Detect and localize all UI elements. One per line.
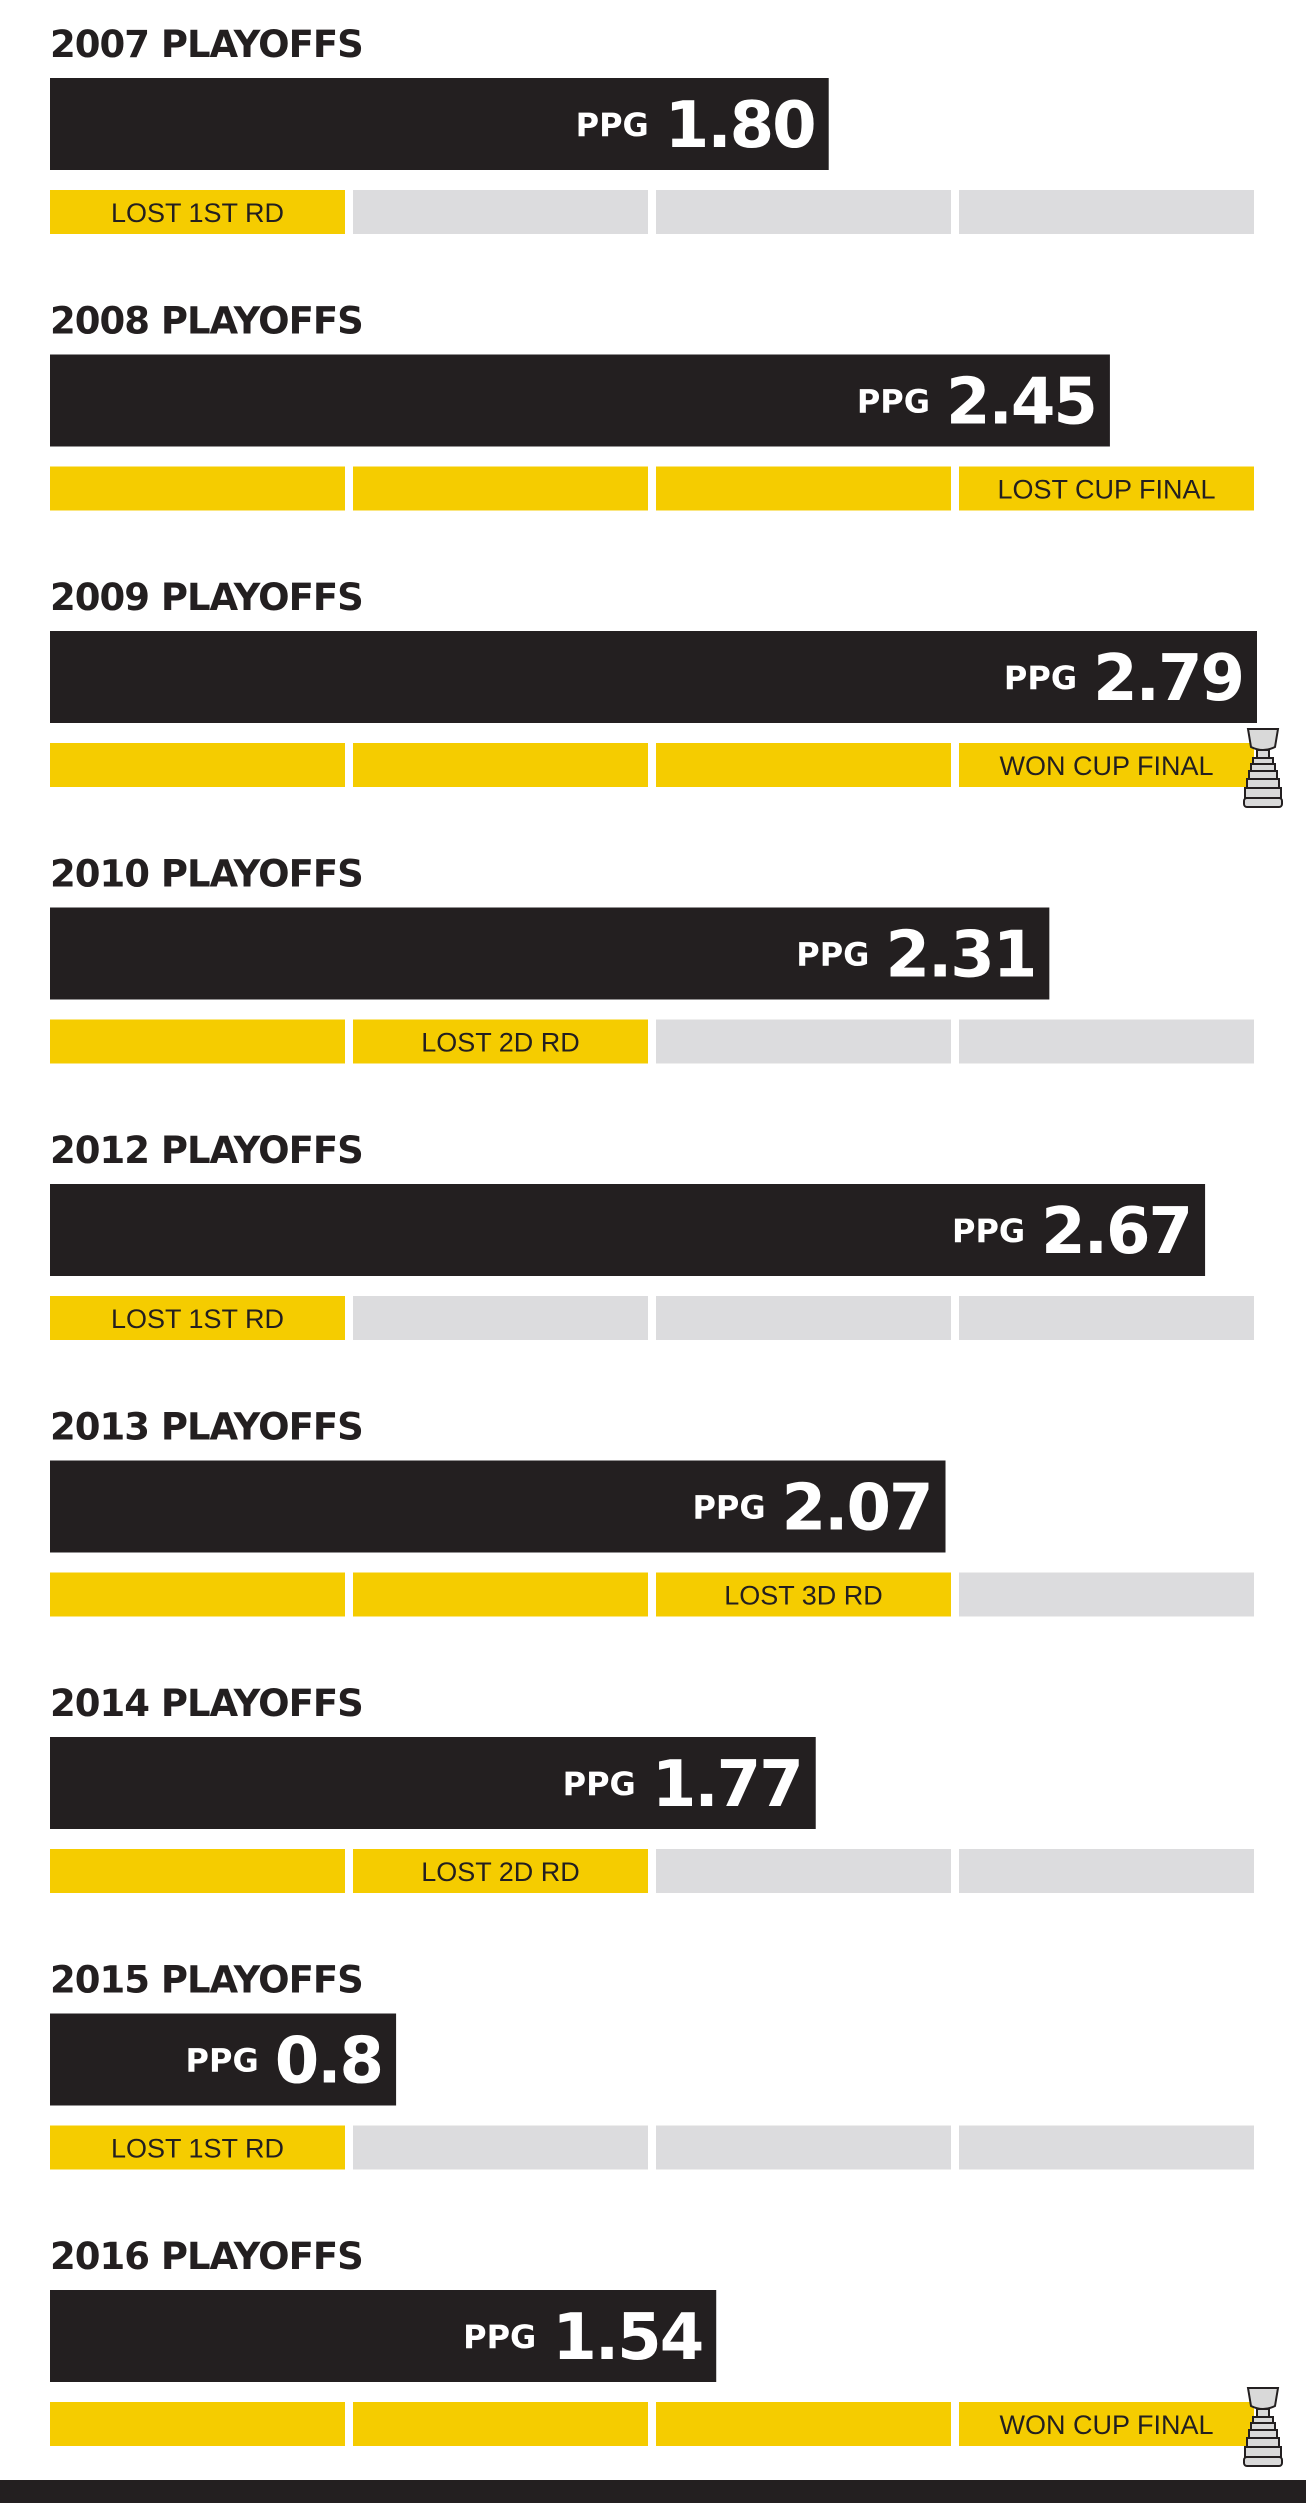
footer-bar	[0, 2480, 1306, 2503]
result-label: LOST 3D RD	[724, 1581, 883, 1611]
ppg-value-label: 2.07	[782, 1472, 932, 1546]
result-label: LOST 1ST RD	[111, 2134, 284, 2164]
season-title: 2010 PLAYOFFS	[50, 853, 363, 896]
season-row: 2013 PLAYOFFS 2.07 PPG LOST 3D RD	[50, 1406, 1254, 1617]
round-segment	[656, 1849, 951, 1893]
round-segment	[50, 1296, 345, 1340]
trophy-icon	[1243, 728, 1283, 808]
result-label: WON CUP FINAL	[999, 2410, 1213, 2440]
season-row: 2016 PLAYOFFS 1.54 PPG WON CUP FINAL	[50, 2235, 1283, 2467]
round-segment	[353, 1296, 648, 1340]
result-label: LOST 2D RD	[421, 1028, 580, 1058]
result-label: LOST CUP FINAL	[997, 475, 1215, 505]
round-segment	[656, 1296, 951, 1340]
ppg-prefix-label: PPG	[186, 2042, 259, 2080]
result-label: WON CUP FINAL	[999, 751, 1213, 781]
round-segment	[656, 2402, 951, 2446]
ppg-bar	[50, 354, 1110, 447]
round-segment	[959, 1849, 1254, 1893]
ppg-value-label: 1.77	[652, 1748, 802, 1822]
round-segment	[50, 466, 345, 511]
round-segment	[959, 466, 1254, 511]
round-segment	[353, 190, 648, 234]
round-segment	[959, 190, 1254, 234]
round-segment	[656, 1572, 951, 1617]
season-row: 2008 PLAYOFFS 2.45 PPG LOST CUP FINAL	[50, 300, 1254, 511]
round-segment	[353, 466, 648, 511]
round-segment	[656, 2125, 951, 2170]
round-segment	[353, 1572, 648, 1617]
round-segment	[50, 743, 345, 787]
ppg-bar	[50, 631, 1257, 723]
ppg-value-label: 2.31	[885, 919, 1035, 993]
round-segment	[50, 1849, 345, 1893]
season-title: 2007 PLAYOFFS	[50, 23, 363, 66]
ppg-value-label: 2.67	[1041, 1195, 1191, 1269]
season-row: 2010 PLAYOFFS 2.31 PPG LOST 2D RD	[50, 853, 1254, 1064]
ppg-prefix-label: PPG	[952, 1212, 1025, 1250]
season-row: 2015 PLAYOFFS 0.8 PPG LOST 1ST RD	[50, 1959, 1254, 2170]
round-segment	[50, 2402, 345, 2446]
ppg-value-label: 2.79	[1093, 642, 1243, 716]
round-segment	[656, 466, 951, 511]
ppg-value-label: 1.54	[552, 2301, 702, 2375]
ppg-prefix-label: PPG	[692, 1489, 765, 1527]
round-segment	[656, 1019, 951, 1064]
trophy-icon	[1243, 2387, 1283, 2467]
round-segment	[959, 743, 1254, 787]
round-segment	[959, 2402, 1254, 2446]
round-segment	[50, 2125, 345, 2170]
season-title: 2016 PLAYOFFS	[50, 2235, 363, 2278]
season-row: 2009 PLAYOFFS 2.79 PPG WON CUP FINAL	[50, 576, 1283, 808]
ppg-bar	[50, 2013, 397, 2106]
round-segment	[50, 1572, 345, 1617]
season-title: 2012 PLAYOFFS	[50, 1129, 363, 1172]
season-title: 2013 PLAYOFFS	[50, 1406, 363, 1449]
result-label: LOST 1ST RD	[111, 1304, 284, 1334]
ppg-value-label: 2.45	[946, 366, 1096, 440]
round-segment	[959, 1572, 1254, 1617]
result-label: LOST 1ST RD	[111, 198, 284, 228]
ppg-bar	[50, 78, 829, 170]
round-segment	[959, 2125, 1254, 2170]
ppg-value-label: 0.8	[275, 2025, 382, 2099]
ppg-value-label: 1.80	[665, 89, 815, 163]
ppg-prefix-label: PPG	[796, 936, 869, 974]
round-segment	[959, 1296, 1254, 1340]
ppg-prefix-label: PPG	[1004, 659, 1077, 697]
round-segment	[353, 2402, 648, 2446]
result-label: LOST 2D RD	[421, 1857, 580, 1887]
round-segment	[353, 1019, 648, 1064]
season-title: 2008 PLAYOFFS	[50, 300, 363, 343]
round-segment	[656, 190, 951, 234]
round-segment	[353, 1849, 648, 1893]
round-segment	[50, 190, 345, 234]
round-segment	[656, 743, 951, 787]
season-row: 2007 PLAYOFFS 1.80 PPG LOST 1ST RD	[50, 23, 1254, 234]
round-segment	[353, 2125, 648, 2170]
season-row: 2014 PLAYOFFS 1.77 PPG LOST 2D RD	[50, 1682, 1254, 1893]
ppg-bar	[50, 1184, 1206, 1276]
season-row: 2012 PLAYOFFS 2.67 PPG LOST 1ST RD	[50, 1129, 1254, 1340]
season-title: 2015 PLAYOFFS	[50, 1959, 363, 2002]
season-title: 2009 PLAYOFFS	[50, 576, 363, 619]
season-title: 2014 PLAYOFFS	[50, 1682, 363, 1725]
ppg-prefix-label: PPG	[857, 383, 930, 421]
ppg-prefix-label: PPG	[463, 2318, 536, 2356]
ppg-bar	[50, 2290, 717, 2382]
ppg-prefix-label: PPG	[576, 106, 649, 144]
round-segment	[50, 1019, 345, 1064]
round-segment	[353, 743, 648, 787]
ppg-bar	[50, 1460, 946, 1553]
round-segment	[959, 1019, 1254, 1064]
ppg-prefix-label: PPG	[563, 1765, 636, 1803]
ppg-bar	[50, 1737, 816, 1829]
ppg-bar	[50, 907, 1050, 1000]
